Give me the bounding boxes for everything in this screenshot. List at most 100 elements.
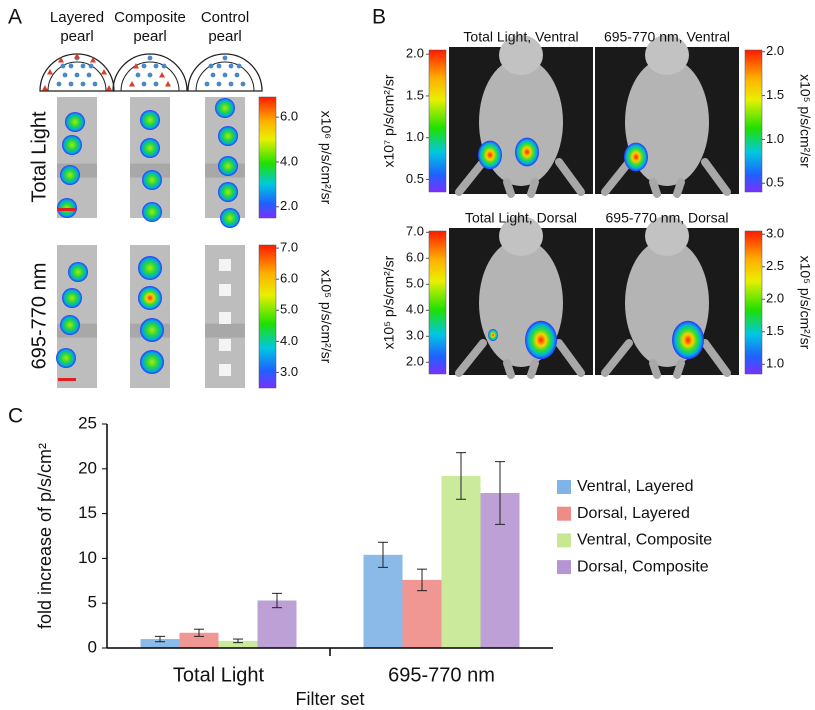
pearl-dot: [62, 72, 68, 78]
bar: [402, 579, 442, 648]
bar: [257, 600, 297, 648]
x-tick-label: 695-770 nm: [388, 664, 495, 686]
image-title: 695-770 nm, Dorsal: [606, 210, 729, 226]
animal-head: [645, 216, 689, 256]
y-tick-label: 25: [78, 413, 97, 432]
colorbar-tick-label: 4.0: [280, 153, 298, 168]
y-tick-label: 10: [78, 548, 97, 567]
pearl-dot: [141, 81, 147, 87]
signal-spot: [515, 137, 539, 167]
bar: [441, 475, 481, 648]
colorbar-label: x10⁵ p/s/cm²/sr: [381, 255, 397, 349]
signal-spot: [60, 315, 80, 335]
pearl-triangle: [165, 81, 171, 87]
legend-label: Ventral, Layered: [577, 478, 694, 495]
pearl-dot: [208, 63, 214, 69]
pearl-dot: [86, 72, 92, 78]
pearl-dot: [210, 72, 216, 78]
signal-spot: [140, 110, 160, 130]
pearl-spot: [219, 339, 231, 351]
legend-label: Ventral, Composite: [577, 532, 712, 549]
colorbar-tick-label: 3.0: [766, 226, 784, 241]
signal-spot: [624, 142, 648, 172]
colorbar-tick-label: 2.0: [766, 43, 784, 58]
pearl-dot: [216, 81, 222, 87]
image-title: Total Light, Ventral: [463, 29, 578, 45]
pearl-triangle: [129, 81, 135, 87]
pearl-spot: [219, 284, 231, 296]
pearl-dot: [135, 72, 141, 78]
colorbar-tick-label: 0.5: [406, 171, 424, 186]
animal-head: [499, 35, 543, 75]
column-heading: Layered: [50, 9, 104, 26]
scale-bar: [58, 208, 76, 211]
pearl-spot: [219, 364, 231, 376]
colorbar-tick-label: 1.0: [766, 356, 784, 371]
column-heading: pearl: [208, 28, 241, 45]
image-title: 695-770 nm, Ventral: [604, 29, 730, 45]
signal-spot: [68, 262, 88, 282]
animal-legs: [455, 339, 585, 379]
colorbar-tick-label: 6.0: [280, 109, 298, 124]
pearl-triangle: [58, 57, 64, 63]
pearl-dot: [240, 81, 246, 87]
pearl-dot: [60, 63, 66, 69]
y-tick-label: 5: [88, 593, 97, 612]
colorbar-tick-label: 4.0: [406, 302, 424, 317]
pearl-dot: [56, 81, 62, 87]
column-heading: pearl: [133, 28, 166, 45]
signal-spot: [488, 329, 498, 341]
signal-spot: [215, 98, 235, 118]
pearl-dot: [234, 72, 240, 78]
legend-label: Dorsal, Composite: [577, 558, 709, 575]
pearl-dot: [92, 81, 98, 87]
pearl-dot: [236, 63, 242, 69]
colorbar-tick-label: 0.5: [766, 175, 784, 190]
row-label: Total Light: [28, 111, 50, 203]
signal-spot: [62, 135, 82, 155]
pearl-dot: [216, 63, 222, 69]
colorbar-tick-label: 6.0: [406, 250, 424, 265]
animal-head: [645, 35, 689, 75]
colorbar-tick-label: 5.0: [280, 302, 298, 317]
colorbar: [744, 230, 763, 375]
image-title: Total Light, Dorsal: [465, 210, 577, 226]
colorbar-tick-label: 1.5: [766, 323, 784, 338]
pearl-dot: [161, 63, 167, 69]
colorbar-tick-label: 1.5: [766, 87, 784, 102]
pearl-dot: [74, 72, 80, 78]
colorbar-tick-label: 2.0: [766, 291, 784, 306]
pearl-dot: [88, 63, 94, 69]
pearl-triangle: [47, 69, 53, 75]
signal-spot: [525, 320, 557, 360]
panel-label: C: [8, 405, 23, 428]
bar: [140, 639, 180, 648]
panel-label: A: [8, 6, 22, 29]
bar: [363, 554, 403, 648]
colorbar-tick-label: 4.0: [280, 333, 298, 348]
pearl-dot: [80, 63, 86, 69]
pearl-inner: [47, 61, 107, 92]
colorbar: [258, 96, 277, 219]
signal-spot: [142, 202, 162, 222]
colorbar-label: x10⁵ p/s/cm²/sr: [797, 256, 813, 350]
pearl-triangle: [133, 63, 139, 69]
pearl-triangle: [159, 72, 165, 78]
signal-spot: [56, 348, 76, 368]
colorbar-tick-label: 1.0: [406, 129, 424, 144]
signal-spot: [142, 170, 162, 190]
pearl-triangle: [42, 85, 48, 91]
y-axis-label: fold increase of p/s/cm²: [35, 443, 55, 629]
panel-label: B: [372, 6, 386, 29]
micrograph-shade: [205, 323, 245, 338]
column-heading: Control: [201, 9, 249, 26]
pearl-dot: [147, 55, 153, 61]
bar: [179, 632, 219, 648]
colorbar-tick-label: 2.0: [280, 198, 298, 213]
pearl-dot: [80, 81, 86, 87]
bar: [218, 640, 258, 648]
y-tick-label: 0: [88, 637, 97, 656]
colorbar-label: x10⁷ p/s/cm²/sr: [381, 74, 397, 167]
animal-head: [499, 216, 543, 256]
pearl-inner: [120, 61, 180, 92]
